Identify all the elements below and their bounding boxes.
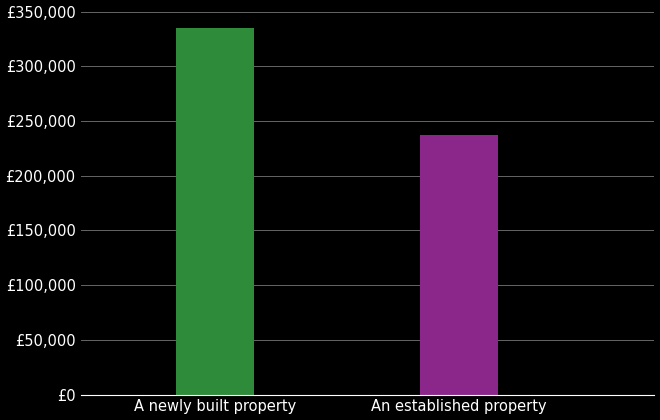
Bar (176, 28, 254, 394)
Bar (420, 135, 498, 394)
